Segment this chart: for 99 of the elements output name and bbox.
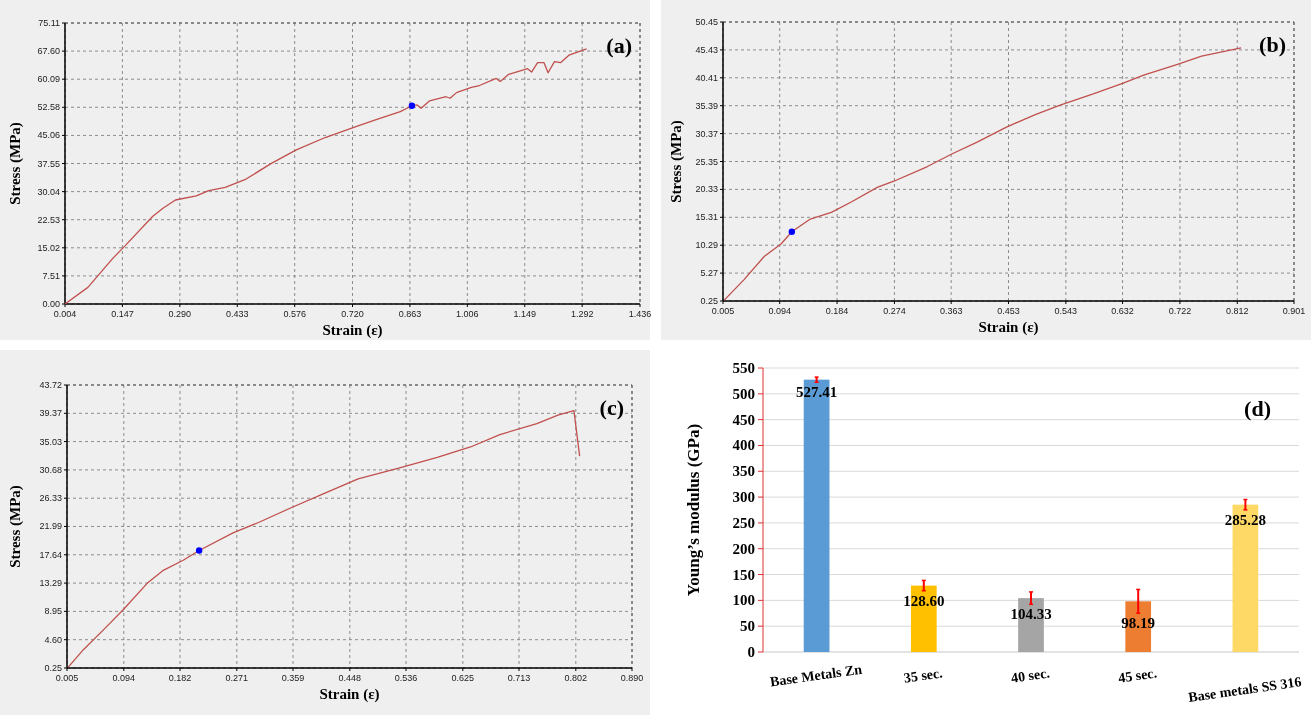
y-tick-label: 75.11 [38, 18, 60, 28]
x-tick-label: 0.448 [338, 673, 362, 683]
x-tick-label: 1.149 [513, 309, 537, 319]
x-tick-label: 0.290 [168, 309, 192, 319]
y-tick-label: 0.00 [42, 299, 60, 309]
y-tick-label: 10.29 [695, 240, 718, 251]
x-axis-title: Strain (ε) [978, 319, 1039, 336]
x-tick-label: 0.094 [768, 306, 791, 316]
x-tick-label: 0.543 [1054, 306, 1078, 316]
x-tick-label: 0.005 [711, 306, 735, 316]
line-series [723, 47, 1242, 301]
y-tick-label: 15.02 [37, 242, 60, 253]
x-tick-label: 45 sec. [1117, 665, 1158, 686]
y-tick-label: 20.33 [695, 184, 718, 195]
y-tick-label: 17.64 [39, 549, 62, 560]
line-series [67, 409, 581, 668]
y-tick-label: 67.60 [37, 46, 60, 57]
y-tick-label: 21.99 [39, 521, 62, 532]
x-tick-label: 0.536 [394, 673, 418, 683]
x-tick-label: 0.094 [112, 673, 136, 683]
x-tick-label: 0.720 [341, 309, 364, 319]
y-tick-label: 22.53 [37, 214, 60, 225]
y-tick-label: 45.43 [695, 44, 718, 55]
y-tick-label: 50 [740, 618, 755, 635]
y-tick-label: 200 [732, 540, 755, 557]
x-tick-label: 0.722 [1168, 306, 1192, 316]
y-tick-label: 35.39 [695, 100, 718, 111]
y-tick-label: 7.51 [42, 270, 60, 281]
y-tick-label: 50.45 [695, 17, 718, 27]
x-tick-label: Base Metals Zn [769, 661, 864, 690]
x-tick-label: 0.433 [225, 309, 249, 319]
x-tick-label: 0.901 [1282, 306, 1306, 316]
y-tick-label: 15.31 [695, 212, 718, 223]
x-tick-label: 0.632 [1111, 306, 1134, 316]
x-tick-label: 0.271 [225, 673, 249, 683]
x-tick-label: 0.453 [997, 306, 1020, 316]
x-tick-label: 0.802 [564, 673, 588, 683]
annotation: (b) [1259, 32, 1286, 57]
y-tick-label: 8.95 [44, 606, 62, 617]
x-tick-label: 0.004 [53, 309, 77, 319]
annotation: (d) [1244, 396, 1271, 421]
line-series [64, 48, 588, 305]
y-tick-label: 100 [732, 592, 755, 609]
x-tick-label: 1.006 [456, 309, 479, 319]
x-tick-label: 0.359 [281, 673, 305, 683]
x-tick-label: 0.713 [507, 673, 531, 683]
annotation: (c) [599, 395, 624, 420]
y-tick-label: 40.41 [695, 72, 718, 83]
y-tick-label: 37.55 [37, 158, 60, 169]
y-tick-label: 30.68 [39, 464, 62, 475]
y-tick-label: 25.35 [695, 156, 718, 167]
y-tick-label: 4.60 [44, 634, 62, 645]
y-tick-label: 30.37 [695, 128, 718, 139]
y-tick-label: 150 [732, 566, 755, 583]
x-tick-label: 1.436 [628, 309, 652, 319]
y-tick-label: 550 [732, 360, 755, 376]
annotation: (a) [606, 33, 632, 58]
y-tick-label: 60.09 [37, 74, 60, 85]
x-tick-label: 1.292 [570, 309, 594, 319]
y-tick-label: 30.04 [37, 186, 60, 197]
y-tick-label: 300 [732, 489, 755, 506]
y-tick-label: 5.27 [700, 268, 718, 279]
y-tick-label: 400 [732, 437, 755, 454]
x-tick-label: 0.147 [111, 309, 134, 319]
y-tick-label: 500 [732, 385, 755, 402]
y-tick-label: 52.58 [37, 102, 60, 113]
x-tick-label: 0.184 [825, 306, 849, 316]
y-axis-title: Stress (MPa) [668, 120, 685, 203]
y-axis-title: Stress (MPa) [7, 122, 24, 205]
x-tick-label: Base metals SS 316 [1187, 674, 1303, 705]
x-tick-label: 0.890 [620, 673, 644, 683]
x-tick-label: 0.625 [451, 673, 475, 683]
y-tick-label: 450 [732, 411, 755, 428]
y-tick-label: 45.06 [37, 130, 60, 141]
y-tick-label: 35.03 [39, 436, 62, 447]
x-tick-label: 0.182 [168, 673, 192, 683]
x-tick-label: 0.863 [398, 309, 422, 319]
x-tick-label: 0.363 [939, 306, 963, 316]
y-tick-label: 350 [732, 463, 755, 480]
y-tick-label: 26.33 [39, 493, 62, 504]
x-tick-label: 35 sec. [902, 665, 944, 686]
y-axis-title: Young’s modulus (GPa) [684, 423, 703, 597]
x-tick-label: 0.005 [55, 673, 79, 683]
data-label: 104.33 [1010, 606, 1052, 623]
y-tick-label: 39.37 [39, 408, 62, 419]
x-axis-title: Strain (ε) [319, 686, 380, 703]
x-tick-label: 0.576 [283, 309, 306, 319]
y-tick-label: 0.25 [44, 663, 62, 673]
x-tick-label: 40 sec. [1010, 665, 1051, 686]
y-tick-label: 250 [732, 514, 755, 531]
y-tick-label: 0 [747, 644, 755, 660]
data-label: 285.28 [1224, 511, 1267, 528]
x-tick-label: 0.812 [1226, 306, 1249, 316]
x-tick-label: 0.274 [883, 306, 906, 316]
y-tick-label: 0.25 [700, 296, 718, 306]
x-axis-title: Strain (ε) [322, 322, 383, 339]
y-axis-title: Stress (MPa) [7, 485, 24, 568]
y-tick-label: 43.72 [39, 380, 62, 390]
y-tick-label: 13.29 [39, 578, 62, 589]
